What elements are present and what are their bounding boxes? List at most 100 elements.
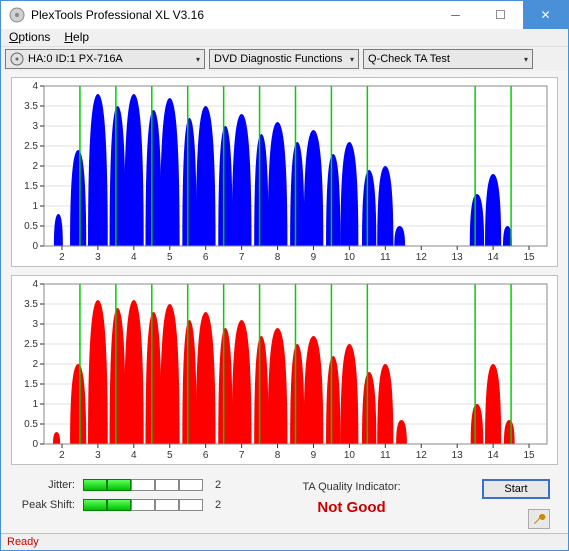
content-area: 2345678910111213141500.511.522.533.54 23… — [1, 71, 568, 533]
peak-value: 2 — [215, 499, 221, 511]
chevron-down-icon: ▾ — [196, 55, 200, 64]
bar-segment — [83, 499, 107, 511]
bar-segment — [107, 479, 131, 491]
bar-segment — [155, 499, 179, 511]
svg-text:2.5: 2.5 — [24, 339, 38, 350]
maximize-button[interactable]: ☐ — [478, 1, 523, 29]
disc-icon — [10, 52, 24, 66]
bar-segment — [83, 479, 107, 491]
svg-text:2: 2 — [59, 450, 65, 461]
device-combo[interactable]: HA:0 ID:1 PX-716A ▾ — [5, 49, 205, 69]
titlebar: PlexTools Professional XL V3.16 ─ ☐ ✕ — [1, 1, 568, 29]
menu-help[interactable]: Help — [64, 30, 89, 44]
svg-text:2: 2 — [32, 359, 38, 370]
peak-bars — [83, 499, 203, 511]
quality-label: TA Quality Indicator: — [302, 481, 400, 493]
statusbar: Ready — [1, 533, 568, 550]
svg-text:1: 1 — [32, 201, 38, 212]
function-combo-label: DVD Diagnostic Functions — [214, 53, 342, 65]
svg-text:2: 2 — [32, 161, 38, 172]
metrics: Jitter: 2 Peak Shift: 2 — [15, 479, 221, 511]
svg-text:4: 4 — [32, 81, 38, 92]
svg-text:3.5: 3.5 — [24, 299, 38, 310]
svg-text:6: 6 — [203, 450, 209, 461]
app-window: PlexTools Professional XL V3.16 ─ ☐ ✕ Op… — [0, 0, 569, 551]
svg-text:0.5: 0.5 — [24, 419, 38, 430]
menu-options[interactable]: Options — [9, 30, 50, 44]
window-buttons: ─ ☐ ✕ — [433, 1, 568, 29]
bar-segment — [179, 479, 203, 491]
svg-text:8: 8 — [275, 252, 281, 263]
svg-text:9: 9 — [311, 450, 317, 461]
close-button[interactable]: ✕ — [523, 1, 568, 29]
svg-text:6: 6 — [203, 252, 209, 263]
chart-top: 2 3 4 5 6 7 8 9 10 11 12 13 14 15 0 0.5 1 1.5 2 2.5 3 3.5 4 — [11, 77, 558, 267]
quality-value: Not Good — [317, 499, 385, 516]
test-combo-label: Q-Check TA Test — [368, 53, 450, 65]
peak-label: Peak Shift: — [15, 499, 75, 511]
svg-text:3: 3 — [32, 319, 38, 330]
svg-text:2: 2 — [59, 252, 65, 263]
window-title: PlexTools Professional XL V3.16 — [31, 8, 433, 22]
settings-button[interactable] — [528, 509, 550, 529]
svg-text:13: 13 — [452, 252, 464, 263]
svg-text:9: 9 — [311, 252, 317, 263]
status-text: Ready — [7, 536, 39, 548]
svg-text:5: 5 — [167, 252, 173, 263]
menubar: Options Help — [1, 29, 568, 47]
chevron-down-icon: ▾ — [524, 55, 528, 64]
svg-text:4: 4 — [32, 279, 38, 290]
svg-text:5: 5 — [167, 450, 173, 461]
svg-text:15: 15 — [523, 252, 535, 263]
jitter-row: Jitter: 2 — [15, 479, 221, 491]
device-combo-label: HA:0 ID:1 PX-716A — [28, 53, 123, 65]
right-column: Start — [482, 479, 554, 529]
app-icon — [9, 7, 25, 23]
svg-text:3: 3 — [95, 450, 101, 461]
test-combo[interactable]: Q-Check TA Test ▾ — [363, 49, 533, 69]
svg-text:11: 11 — [380, 252, 391, 263]
jitter-bars — [83, 479, 203, 491]
function-combo[interactable]: DVD Diagnostic Functions ▾ — [209, 49, 359, 69]
svg-text:3: 3 — [32, 121, 38, 132]
svg-text:1.5: 1.5 — [24, 379, 38, 390]
jitter-label: Jitter: — [15, 479, 75, 491]
svg-text:3: 3 — [95, 252, 101, 263]
wrench-icon — [532, 512, 546, 526]
minimize-button[interactable]: ─ — [433, 1, 478, 29]
peak-row: Peak Shift: 2 — [15, 499, 221, 511]
svg-text:12: 12 — [416, 252, 428, 263]
svg-text:8: 8 — [275, 450, 281, 461]
bar-segment — [155, 479, 179, 491]
start-button[interactable]: Start — [482, 479, 550, 499]
quality-panel: TA Quality Indicator: Not Good — [241, 479, 462, 516]
svg-text:10: 10 — [344, 450, 356, 461]
svg-text:1.5: 1.5 — [24, 181, 38, 192]
chart-bottom: 2 3 4 5 6 7 8 9 10 11 12 13 14 15 0 0.5 1 1.5 2 2.5 3 3.5 4 — [11, 275, 558, 465]
svg-text:0: 0 — [32, 241, 38, 252]
svg-text:2.5: 2.5 — [24, 141, 38, 152]
bar-segment — [131, 499, 155, 511]
svg-text:11: 11 — [380, 450, 391, 461]
svg-text:12: 12 — [416, 450, 428, 461]
svg-text:1: 1 — [32, 399, 38, 410]
bar-segment — [107, 499, 131, 511]
chevron-down-icon: ▾ — [350, 55, 354, 64]
bottom-panel: Jitter: 2 Peak Shift: 2 TA Quality Indic… — [11, 473, 558, 529]
svg-text:7: 7 — [239, 252, 245, 263]
svg-text:3.5: 3.5 — [24, 101, 38, 112]
svg-text:0.5: 0.5 — [24, 221, 38, 232]
svg-text:4: 4 — [131, 450, 137, 461]
svg-text:14: 14 — [488, 252, 500, 263]
bar-segment — [179, 499, 203, 511]
svg-text:15: 15 — [523, 450, 535, 461]
svg-text:10: 10 — [344, 252, 356, 263]
bar-segment — [131, 479, 155, 491]
jitter-value: 2 — [215, 479, 221, 491]
svg-text:13: 13 — [452, 450, 464, 461]
svg-text:4: 4 — [131, 252, 137, 263]
svg-text:14: 14 — [488, 450, 500, 461]
toolbar: HA:0 ID:1 PX-716A ▾ DVD Diagnostic Funct… — [1, 47, 568, 71]
svg-text:7: 7 — [239, 450, 245, 461]
svg-text:0: 0 — [32, 439, 38, 450]
